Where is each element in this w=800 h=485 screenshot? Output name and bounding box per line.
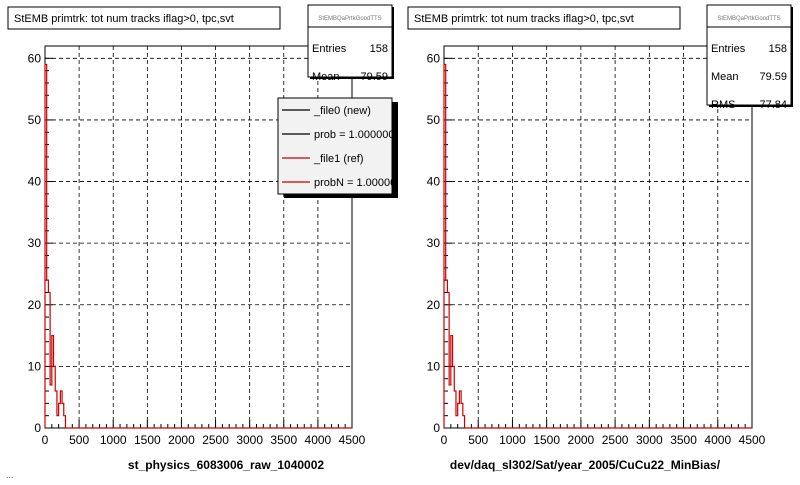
legend-label: probN = 1.000000 [314, 177, 402, 189]
histogram-bin [64, 416, 66, 428]
y-tick-label: 10 [427, 359, 441, 373]
histogram-bin [62, 403, 64, 428]
y-tick-label: 0 [433, 421, 440, 435]
y-tick-label: 20 [28, 298, 42, 312]
right-histogram-pad: 0 500 1000 1500 2000 2500 3000 3500 4000 4500 0 10 2… [407, 4, 793, 472]
stats-label: Entries [312, 43, 347, 55]
histogram-bin [451, 336, 453, 428]
x-tick-label: 4500 [739, 433, 766, 447]
histogram-bin [453, 366, 455, 428]
stats-label: Mean [312, 71, 340, 83]
x-tick-label: 1000 [499, 433, 526, 447]
y-tick-label: 60 [427, 51, 441, 65]
stats-value: 79.59 [360, 71, 388, 83]
histogram-bin [59, 403, 61, 428]
y-tick-label: 0 [34, 421, 41, 435]
x-tick-label: 3500 [270, 433, 297, 447]
histogram-bin [446, 280, 448, 428]
y-tick-label: 40 [28, 175, 42, 189]
chart-title: StEMB primtrk: tot num tracks iflag>0, t… [14, 13, 234, 25]
y-tick-label: 60 [28, 51, 42, 65]
histogram-series-line [443, 63, 752, 429]
histogram-bin [55, 391, 57, 428]
x-tick-label: 3000 [236, 433, 263, 447]
x-tick-label: 500 [468, 433, 488, 447]
histogram-bin [447, 292, 449, 428]
stats-value: 158 [370, 43, 388, 55]
legend-entries: _file0 (new) prob = 1.000000 _file1 (ref) p… [282, 105, 402, 189]
histogram-bin [54, 366, 56, 428]
legend-label: _file0 (new) [313, 105, 371, 117]
x-tick-label: 4500 [339, 433, 366, 447]
plot-frame [443, 45, 753, 429]
legend-box [277, 97, 393, 195]
y-tick-label: 30 [427, 236, 441, 250]
y-tick-label: 40 [427, 175, 441, 189]
histogram-bin [463, 416, 465, 428]
title-box [407, 6, 681, 30]
histogram-bin [449, 385, 451, 428]
legend-label: prob = 1.000000 [314, 129, 394, 141]
title-box [7, 6, 281, 30]
histogram-bin [444, 64, 446, 428]
stats-value: 158 [769, 43, 787, 55]
stats-name: StEMBQaPrtkGoodTTS [717, 16, 780, 22]
stats-value: 79.59 [759, 71, 787, 83]
legend-label: _file1 (ref) [313, 153, 364, 165]
x-tick-label: 2000 [568, 433, 595, 447]
histogram-bin [456, 416, 458, 428]
y-tick-label: 50 [427, 113, 441, 127]
x-tick-label: 3500 [670, 433, 697, 447]
histogram-bin [45, 64, 47, 428]
x-tick-label: 2500 [202, 433, 229, 447]
y-tick-label: 50 [28, 113, 42, 127]
histogram-bin [459, 391, 461, 428]
x-tick-label: 3000 [636, 433, 663, 447]
y-tick-label: 20 [427, 298, 441, 312]
stats-value: 77.84 [759, 99, 787, 111]
y-tick-label: 30 [28, 236, 42, 250]
x-tick-label: 2500 [602, 433, 629, 447]
x-tick-label: 1500 [533, 433, 560, 447]
histogram-bin [48, 292, 50, 428]
x-tick-label: 1500 [134, 433, 161, 447]
footer-text: ... [6, 470, 14, 480]
x-tick-label: 4000 [305, 433, 332, 447]
x-tick-label: 4000 [704, 433, 731, 447]
histogram-bin [47, 280, 49, 428]
stats-label: RMS [711, 99, 735, 111]
histogram-series-line [44, 63, 352, 429]
histogram-bin [57, 416, 59, 428]
y-tick-label: 10 [28, 359, 42, 373]
histogram-bin [458, 403, 460, 428]
histogram-bin [60, 391, 62, 428]
histogram-bin [461, 403, 463, 428]
x-tick-label: 1000 [100, 433, 127, 447]
x-tick-label: 0 [42, 433, 49, 447]
chart-title: StEMB primtrk: tot num tracks iflag>0, t… [414, 13, 634, 25]
stats-label: Entries [711, 43, 746, 55]
stats-box [307, 4, 393, 78]
stats-name: StEMBQaPrtkGoodTTS [318, 16, 381, 22]
x-tick-label: 500 [69, 433, 89, 447]
stats-label: Mean [711, 71, 739, 83]
x-tick-label: 2000 [168, 433, 195, 447]
stats-box [706, 4, 792, 106]
left-histogram-pad: 0 500 1000 1500 2000 2500 3000 3500 4000 4500 0 10 2… [7, 4, 402, 472]
histogram-bin [52, 336, 54, 428]
histogram-bin [50, 385, 52, 428]
x-axis-label: dev/daq_sl302/Sat/year_2005/CuCu22_MinBi… [450, 458, 721, 472]
x-tick-label: 0 [441, 433, 448, 447]
histogram-bin [454, 391, 456, 428]
x-axis-label: st_physics_6083006_raw_1040002 [128, 458, 324, 472]
